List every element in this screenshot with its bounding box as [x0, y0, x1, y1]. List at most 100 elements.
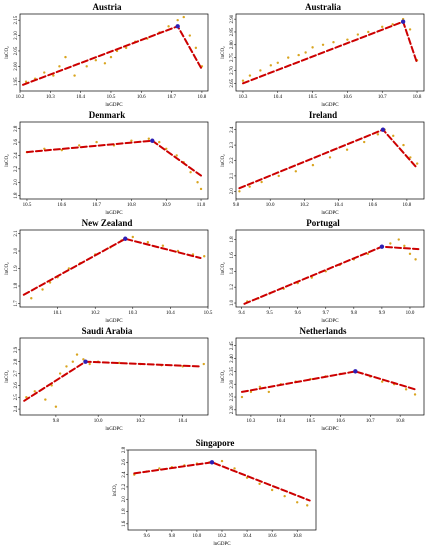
- x-tick-label: 10.0: [193, 534, 202, 539]
- x-tick-label: 10.8: [403, 203, 412, 208]
- scatter-point: [404, 388, 408, 391]
- y-tick-label: 2.20: [230, 405, 235, 414]
- y-tick-label: 2.6: [14, 382, 19, 389]
- x-tick-label: 9.8: [53, 419, 60, 424]
- chart-svg: Netherlands 10.3 10.4 10.5 10.6 10.7 10.8 2.20 2…: [221, 326, 425, 432]
- scatter-point: [397, 238, 400, 241]
- x-tick-label: 9.6: [295, 311, 302, 316]
- x-tick-label: 9.5: [267, 311, 274, 316]
- scatter-point: [381, 25, 384, 29]
- y-tick-label: 1.8: [14, 282, 19, 289]
- x-tick-label: 10.8: [198, 95, 207, 100]
- scatter-point: [296, 501, 299, 504]
- scatter-point: [176, 18, 179, 22]
- breakpoint-marker: [150, 138, 155, 143]
- chart-svg: Denmark 10.5 10.6 10.7 10.8 10.9 11.0 1.8 2.0 2.2…: [5, 110, 209, 216]
- scatter-point: [75, 353, 79, 356]
- plot-frame: [235, 121, 425, 200]
- y-tick-label: 1.95: [14, 77, 19, 86]
- y-tick-label: 2.0: [122, 496, 127, 503]
- x-tick-label: 10.8: [396, 419, 405, 424]
- plot-frame: [235, 13, 425, 92]
- scatter-point: [44, 398, 47, 401]
- scatter-point: [88, 362, 91, 366]
- scatter-point: [167, 25, 170, 28]
- x-tick-label: 10.2: [16, 95, 25, 100]
- scatter-point: [249, 390, 253, 394]
- x-tick-label: 10.6: [336, 419, 345, 424]
- scatter-point: [109, 55, 113, 59]
- y-tick-label: 2.3: [230, 141, 235, 148]
- x-tick-label: 10.7: [378, 95, 387, 100]
- chart-title: Portugal: [306, 218, 340, 228]
- x-axis-label: lnGDPC: [105, 211, 123, 216]
- chart-panel-denmark: Denmark 10.5 10.6 10.7 10.8 10.9 11.0 1.8 2.0 2.2…: [2, 110, 212, 216]
- scatter-point: [269, 64, 273, 67]
- scatter-point: [403, 244, 406, 248]
- scatter-point: [277, 174, 280, 178]
- chart-svg: Singapore 9.6 9.8 10.0 10.2 10.4 10.6 10.8 1.6 1.…: [113, 438, 317, 547]
- breakpoint-marker: [209, 460, 215, 465]
- scatter-point: [30, 297, 33, 300]
- y-tick-label: 2.0: [14, 179, 19, 186]
- x-tick-label: 10.4: [276, 419, 285, 424]
- scatter-point: [415, 162, 419, 165]
- chart-title: Ireland: [309, 110, 337, 120]
- x-tick-label: 10.4: [273, 95, 282, 100]
- plot-frame: [19, 121, 209, 200]
- breakpoint-marker: [400, 19, 406, 24]
- chart-panel-new-zealand: New Zealand 10.1 10.2 10.3 10.4 10.5 1.7 1.8 1.9…: [2, 218, 213, 324]
- y-axis-label: lnCO₂: [5, 370, 10, 383]
- scatter-point: [267, 390, 271, 394]
- y-tick-label: 2.70: [230, 66, 235, 75]
- y-axis-label: lnCO₂: [5, 262, 10, 275]
- x-tick-label: 10.3: [247, 419, 256, 424]
- y-tick-label: 2.85: [230, 27, 235, 36]
- scatter-point: [73, 74, 76, 77]
- y-tick-label: 1.6: [122, 520, 127, 527]
- x-tick-label: 10.5: [107, 95, 116, 100]
- scatter-point: [130, 139, 133, 142]
- scatter-point: [161, 244, 165, 247]
- x-tick-label: 10.4: [178, 419, 187, 424]
- x-tick-label: 10.2: [91, 311, 100, 316]
- y-tick-label: 1.6: [230, 252, 235, 259]
- scatter-point: [41, 288, 44, 291]
- scatter-point: [48, 281, 52, 284]
- scatter-point: [248, 74, 252, 77]
- scatter-point: [146, 241, 150, 244]
- x-tick-label: 10.2: [300, 203, 309, 208]
- scatter-point: [241, 79, 245, 82]
- chart-title: New Zealand: [82, 218, 133, 228]
- scatter-point: [376, 133, 380, 136]
- scatter-point: [297, 53, 300, 57]
- x-tick-label: 9.8: [233, 203, 240, 208]
- x-axis-label: lnGDPC: [105, 427, 123, 432]
- scatter-point: [392, 134, 395, 138]
- y-tick-label: 1.4: [230, 268, 235, 275]
- fitted-line: [22, 237, 202, 296]
- scatter-point: [147, 137, 151, 140]
- y-tick-label: 2.15: [14, 15, 19, 24]
- chart-title: Austria: [93, 2, 122, 12]
- scatter-point: [33, 390, 36, 393]
- scatter-point: [238, 190, 241, 193]
- x-tick-label: 10.0: [266, 203, 275, 208]
- scatter-point: [131, 235, 134, 239]
- y-tick-label: 2.45: [230, 341, 235, 350]
- y-tick-label: 2.9: [14, 346, 19, 353]
- scatter-point: [287, 56, 290, 59]
- x-tick-label: 10.5: [23, 203, 32, 208]
- fitted-line: [133, 461, 311, 502]
- x-tick-label: 10.0: [406, 311, 415, 316]
- scatter-point: [158, 467, 161, 470]
- scatter-point: [276, 61, 279, 64]
- x-tick-label: 10.7: [92, 203, 101, 208]
- scatter-point: [367, 30, 370, 34]
- scatter-point: [332, 41, 335, 44]
- scatter-point: [311, 163, 315, 167]
- y-tick-label: 2.75: [230, 53, 235, 62]
- chart-svg: New Zealand 10.1 10.2 10.3 10.4 10.5 1.7 1.8 1.9…: [5, 218, 213, 324]
- scatter-point: [94, 59, 98, 62]
- chart-title: Australia: [305, 2, 342, 12]
